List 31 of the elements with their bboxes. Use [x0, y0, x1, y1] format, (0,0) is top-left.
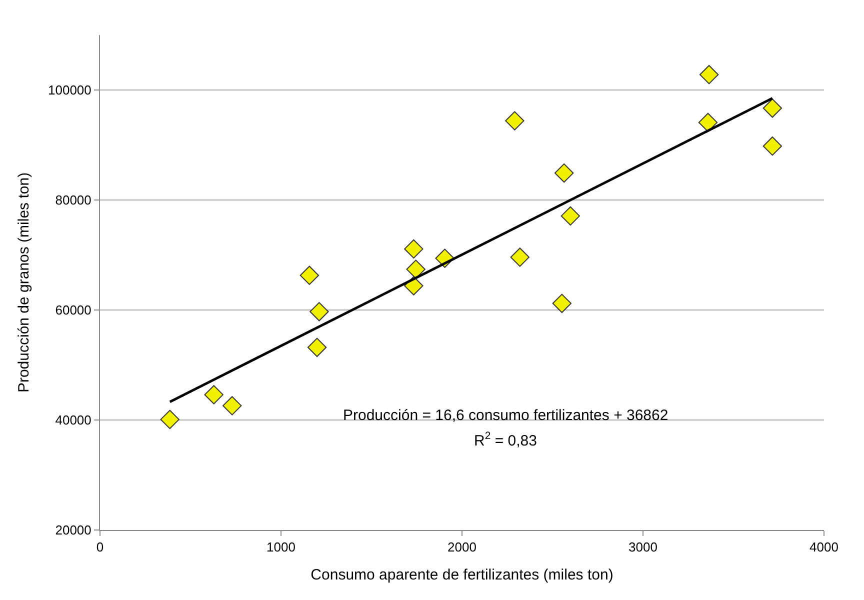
point: [310, 302, 329, 322]
point: [505, 111, 524, 130]
point: [762, 136, 782, 156]
y-tick-label: 40000: [55, 412, 92, 428]
point: [300, 266, 320, 285]
annotation: R$^{2}$ = 0,83: [474, 430, 537, 450]
point: [204, 385, 224, 404]
point: [222, 396, 242, 416]
y-axis-title: Producción de granos (miles ton): [15, 172, 32, 393]
y-tick-label: 100000: [48, 82, 92, 98]
x-tick-label: 2000: [448, 540, 476, 555]
point: [554, 163, 574, 183]
x-tick-label: 1000: [266, 540, 296, 555]
x-tick-label: 0: [96, 540, 104, 555]
point: [560, 206, 580, 226]
y-tick-label: 20000: [55, 522, 92, 538]
y-tick-label: 60000: [55, 302, 92, 318]
point: [160, 410, 180, 430]
point: [699, 65, 719, 84]
point: [404, 239, 424, 259]
point: [406, 260, 426, 279]
point: [698, 112, 718, 132]
y-tick-label: 80000: [55, 192, 92, 208]
annotation: Producción = 16,6 consumo fertilizantes + 36862: [343, 407, 668, 424]
x-axis-title: Consumo aparente de fertilizantes (miles ton): [310, 566, 614, 584]
x-tick-label: 4000: [810, 540, 838, 555]
point: [307, 338, 327, 357]
x-tick-label: 3000: [628, 540, 658, 555]
point: [510, 248, 530, 267]
point: [762, 98, 782, 118]
point: [552, 294, 572, 313]
